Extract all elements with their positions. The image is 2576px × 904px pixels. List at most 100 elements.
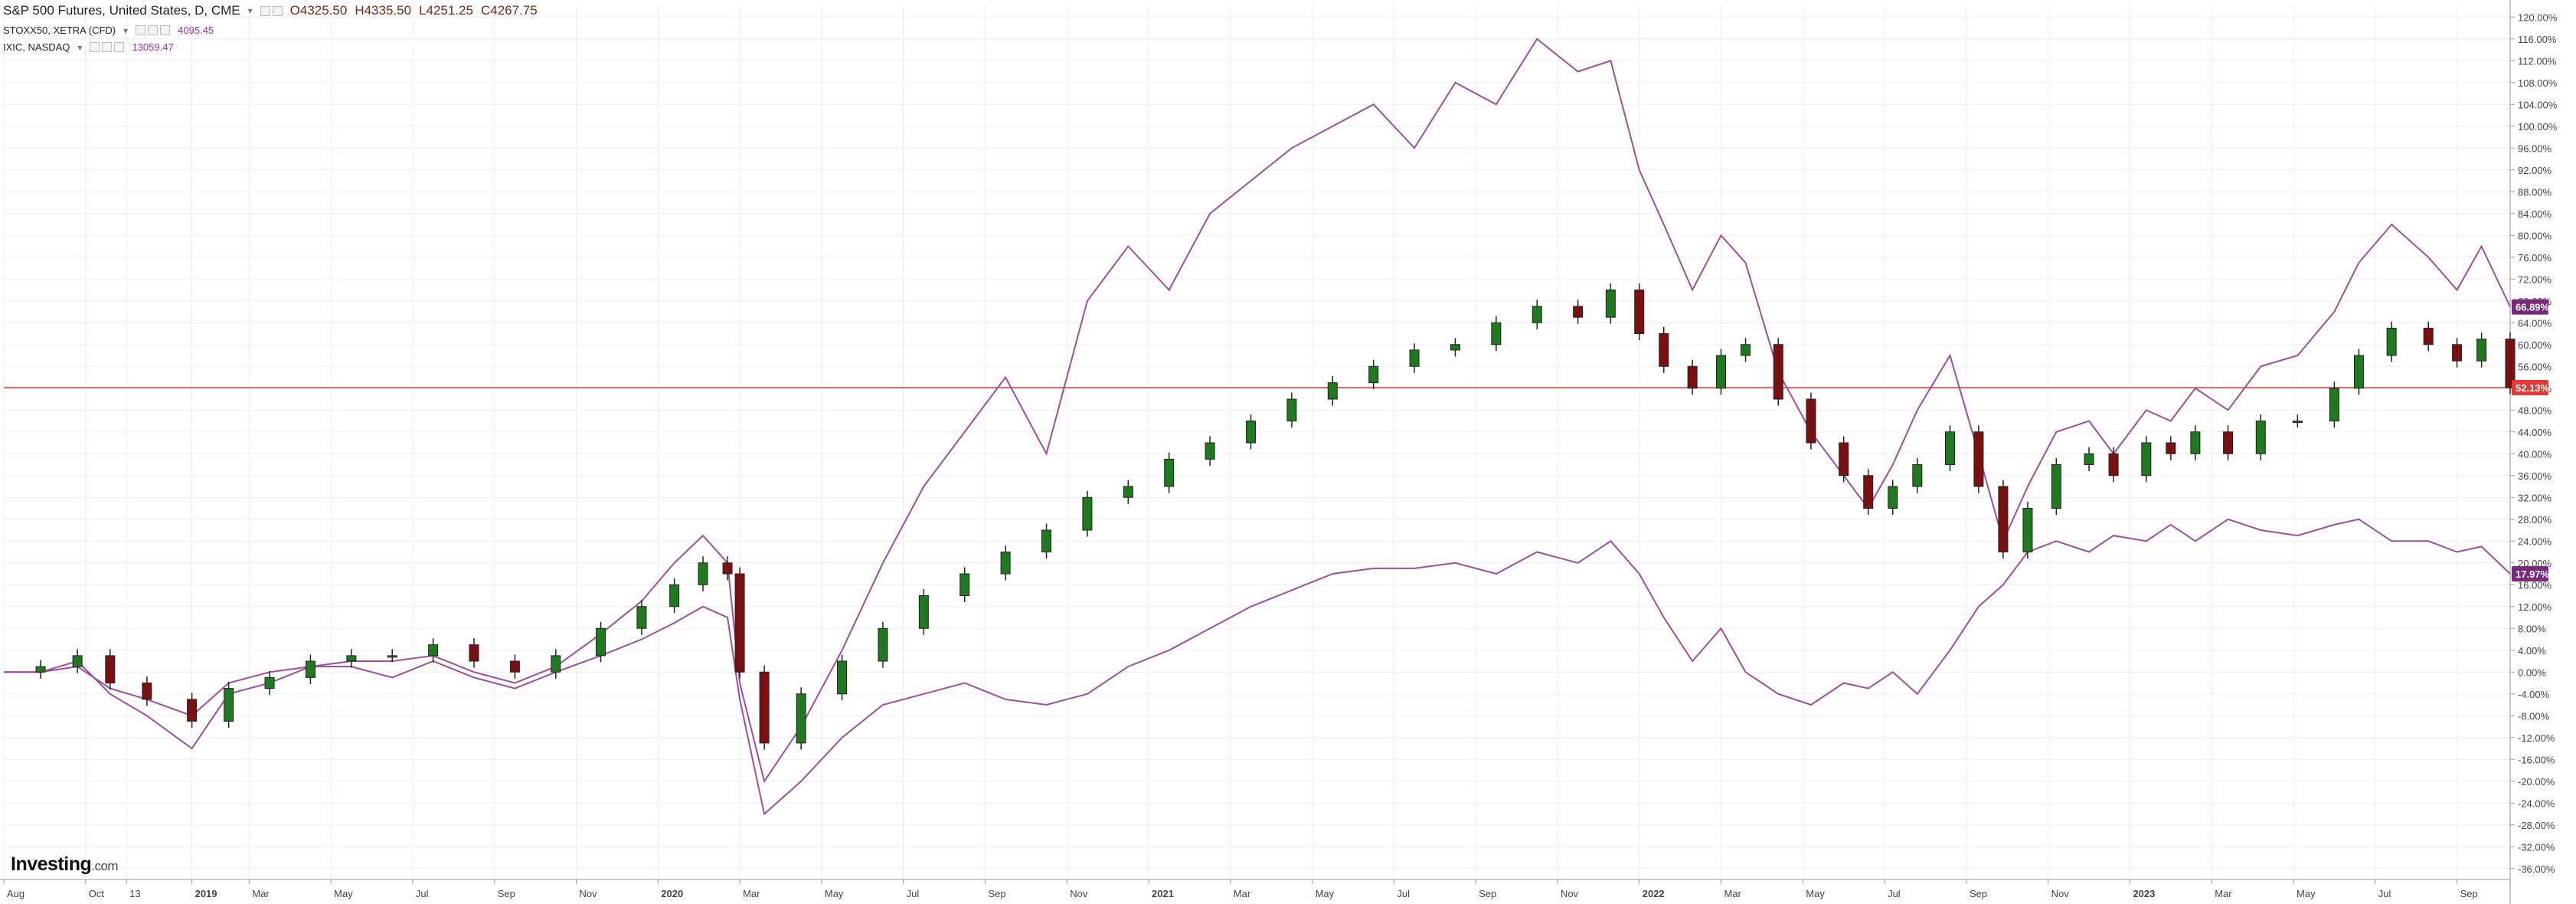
chevron-down-icon[interactable]: ▾ <box>123 25 129 36</box>
candle-body <box>224 688 234 722</box>
candle-body <box>2051 464 2061 509</box>
overlay-label[interactable]: STOXX50, XETRA (CFD) <box>3 25 116 36</box>
investing-logo: Investing.com <box>11 853 119 875</box>
y-tick-label: 108.00% <box>2518 77 2558 89</box>
y-tick-label: -32.00% <box>2518 841 2555 853</box>
legend-buttons <box>90 42 125 52</box>
y-tick-label: 44.00% <box>2518 427 2552 438</box>
candle-body <box>2476 339 2487 362</box>
chevron-down-icon[interactable]: ▾ <box>77 41 83 53</box>
close-icon[interactable] <box>272 5 283 16</box>
close-icon[interactable] <box>114 42 125 52</box>
legend-buttons <box>136 25 171 35</box>
candle-body <box>1532 306 1542 323</box>
y-tick-label: -16.00% <box>2518 754 2555 765</box>
x-tick-label: Oct <box>89 888 105 899</box>
y-tick-label: 4.00% <box>2518 645 2546 657</box>
x-tick-label: Nov <box>2051 888 2070 899</box>
grid <box>3 6 2510 879</box>
candle-body <box>1945 431 1956 465</box>
y-tick-label: 88.00% <box>2518 186 2552 198</box>
candle-body <box>1687 365 1698 389</box>
candle-body <box>669 584 680 608</box>
candle-body <box>1605 290 1616 318</box>
x-tick-label: Sep <box>1970 888 1987 899</box>
x-tick-label: Aug <box>7 888 25 899</box>
x-tick-label: Mar <box>1234 888 1251 899</box>
candle-body <box>387 655 397 658</box>
candle-body <box>428 644 439 657</box>
y-tick-label: 40.00% <box>2518 448 2552 460</box>
candle-body <box>2141 442 2152 477</box>
x-tick-label: 13 <box>129 888 140 899</box>
candle-body <box>2190 431 2201 454</box>
candle-body <box>72 655 83 667</box>
candle-body <box>837 660 848 695</box>
y-tick-label: 12.00% <box>2518 601 2552 613</box>
candle-body <box>551 655 561 673</box>
x-tick-label: Mar <box>1724 888 1742 899</box>
last-value-badge: 66.89% <box>2512 299 2550 315</box>
candle-body <box>636 606 647 629</box>
close-value: C4267.75 <box>480 3 538 18</box>
candle-body <box>1205 442 1215 460</box>
candle-body <box>1998 486 2009 552</box>
x-tick-label: 2020 <box>661 888 683 899</box>
candle-body <box>1368 365 1379 384</box>
y-tick-label: 32.00% <box>2518 492 2552 503</box>
candle-body <box>35 666 46 673</box>
eye-icon[interactable] <box>136 25 146 35</box>
x-tick-label: May <box>1806 888 1825 899</box>
x-tick-label: 2019 <box>195 888 217 899</box>
candle-body <box>1491 322 1502 346</box>
last-value-badge: 52.13% <box>2512 380 2550 396</box>
candle-body <box>264 676 275 689</box>
y-tick-label: 80.00% <box>2518 230 2552 241</box>
overlay-value: 13059.47 <box>132 41 174 53</box>
instrument-title[interactable]: S&P 500 Futures, United States, D, CME <box>3 3 240 18</box>
y-tick-label: 76.00% <box>2518 252 2552 264</box>
y-tick-label: 92.00% <box>2518 165 2552 176</box>
candle-body <box>1773 344 1783 400</box>
series-line-stoxx50 <box>4 518 2511 816</box>
settings-icon[interactable] <box>102 42 113 52</box>
y-tick-label: 72.00% <box>2518 273 2552 285</box>
eye-icon[interactable] <box>90 42 100 52</box>
y-tick-label: 84.00% <box>2518 208 2552 220</box>
close-icon[interactable] <box>160 25 171 35</box>
chevron-down-icon[interactable]: ▾ <box>247 5 253 16</box>
candle-body <box>2108 453 2119 477</box>
y-tick-label: 116.00% <box>2518 34 2557 45</box>
overlay-legend-nasdaq: IXIC, NASDAQ ▾ 13059.47 <box>3 41 174 53</box>
series-layer <box>4 38 2511 816</box>
candle-body <box>2166 442 2176 454</box>
candle-body <box>698 562 708 585</box>
y-tick-label: 0.00% <box>2518 667 2546 678</box>
candle-body <box>1806 398 1816 444</box>
x-tick-label: Jul <box>1397 888 1410 899</box>
candle-body <box>469 644 479 662</box>
candle-body <box>509 660 520 673</box>
candle-body <box>346 655 357 662</box>
settings-icon[interactable] <box>260 5 270 16</box>
candle-body <box>1716 355 1727 389</box>
candle-body <box>918 595 929 629</box>
y-tick-label: 64.00% <box>2518 317 2552 329</box>
badge-label: 66.89% <box>2516 302 2550 313</box>
settings-icon[interactable] <box>148 25 159 35</box>
x-tick-label: Sep <box>988 888 1005 899</box>
candle-body <box>1839 442 1849 477</box>
x-tick-label: 2022 <box>1643 888 1665 899</box>
y-tick-label: 56.00% <box>2518 361 2552 372</box>
candle-body <box>1041 529 1052 552</box>
candle-body <box>2386 327 2397 356</box>
candle-body <box>1659 333 1669 367</box>
candle-body <box>734 573 745 673</box>
y-tick-label: 8.00% <box>2518 623 2546 634</box>
chart-header: S&P 500 Futures, United States, D, CME ▾… <box>3 3 538 18</box>
candle-body <box>959 573 970 596</box>
badge-label: 52.13% <box>2516 382 2550 394</box>
overlay-label[interactable]: IXIC, NASDAQ <box>3 41 70 53</box>
candle-body <box>305 660 315 678</box>
